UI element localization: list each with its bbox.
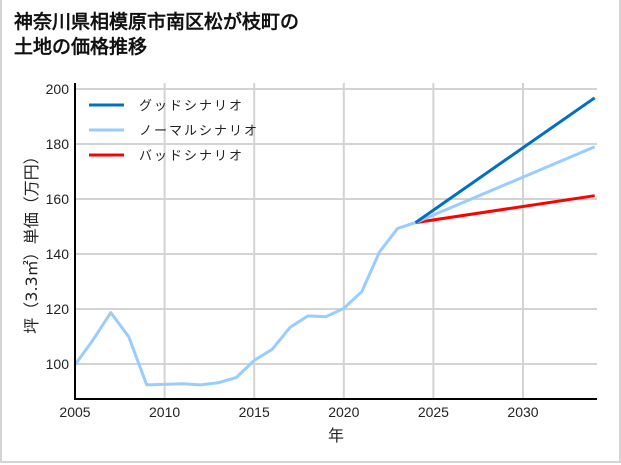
series-line (414, 145, 596, 224)
y-tick-label: 180 (46, 136, 70, 152)
y-tick-label: 200 (46, 81, 70, 97)
x-tick-label: 2005 (59, 404, 90, 420)
axes: 2005 2010 2015 2020 2025 2030 100 120 140 160 180 2… (46, 81, 597, 420)
y-tick-label: 160 (46, 191, 70, 207)
series-line (415, 194, 595, 225)
y-axis-label: 坪（3.3㎡）単価（万円） (22, 148, 41, 333)
x-tick-label: 2030 (507, 404, 538, 420)
data-lines (73, 96, 596, 387)
legend-label: グッドシナリオ (139, 99, 244, 114)
x-tick-label: 2015 (239, 404, 270, 420)
series-line (73, 221, 416, 387)
y-tick-label: 140 (46, 246, 70, 262)
chart-title: 神奈川県相模原市南区松が枝町の 土地の価格推移 (14, 10, 299, 60)
x-tick-label: 2025 (418, 404, 449, 420)
y-tick-label: 100 (46, 356, 70, 372)
legend-label: ノーマルシナリオ (139, 124, 259, 139)
y-tick-label: 120 (46, 301, 70, 317)
x-tick-label: 2010 (149, 404, 180, 420)
grid-lines (74, 83, 597, 399)
chart-title-line2: 土地の価格推移 (14, 36, 148, 58)
x-axis-label: 年 (328, 426, 344, 445)
legend-label: バッドシナリオ (139, 149, 244, 164)
series-line (414, 96, 596, 224)
chart-title-line1: 神奈川県相模原市南区松が枝町の (14, 11, 300, 33)
x-tick-label: 2020 (328, 404, 359, 420)
